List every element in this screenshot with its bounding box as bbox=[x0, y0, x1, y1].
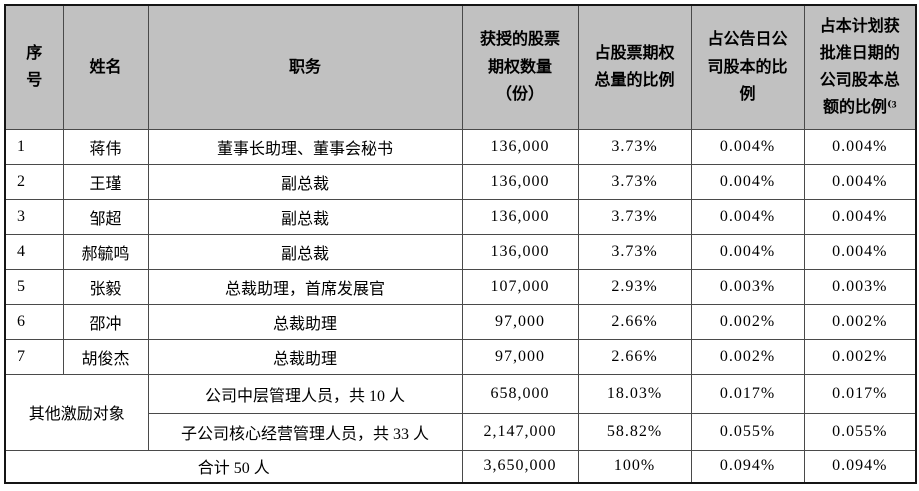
cell-options-granted: 136,000 bbox=[461, 233, 579, 270]
cell-pct-of-total: 3.73% bbox=[577, 198, 692, 235]
cell-options-granted: 136,000 bbox=[461, 163, 579, 200]
table-row: 3 邹超 副总裁 136,000 3.73% 0.004% 0.004% bbox=[4, 198, 917, 235]
cell-pct-of-total: 2.66% bbox=[577, 338, 692, 375]
cell-name: 蒋伟 bbox=[62, 128, 149, 165]
table-row: 6 邵冲 总裁助理 97,000 2.66% 0.002% 0.002% bbox=[4, 303, 917, 340]
cell-options-granted: 136,000 bbox=[461, 128, 579, 165]
cell-pct-of-capital: 0.094% bbox=[690, 449, 805, 484]
cell-number: 7 bbox=[4, 338, 64, 375]
cell-pct-of-capital: 0.055% bbox=[690, 412, 805, 451]
cell-options-granted: 107,000 bbox=[461, 268, 579, 305]
cell-pct-of-total: 58.82% bbox=[577, 412, 692, 451]
cell-pct-of-capital: 0.002% bbox=[690, 338, 805, 375]
cell-position: 公司中层管理人员，共 10 人 bbox=[147, 373, 463, 414]
cell-pct-of-capital-at-approval: 0.004% bbox=[803, 163, 917, 200]
table-row-other-incentives-2: 子公司核心经营管理人员，共 33 人 2,147,000 58.82% 0.05… bbox=[5, 412, 917, 451]
cell-pct-of-capital-at-approval: 0.002% bbox=[803, 303, 917, 340]
cell-pct-of-capital-at-approval: 0.004% bbox=[803, 198, 917, 235]
cell-name: 郝毓鸣 bbox=[62, 233, 149, 270]
cell-pct-of-total: 2.93% bbox=[577, 268, 692, 305]
cell-pct-of-capital: 0.004% bbox=[690, 233, 805, 270]
cell-position: 总裁助理，首席发展官 bbox=[147, 268, 463, 305]
cell-options-granted: 2,147,000 bbox=[461, 412, 579, 451]
table-row: 7 胡俊杰 总裁助理 97,000 2.66% 0.002% 0.002% bbox=[4, 338, 917, 375]
cell-number: 4 bbox=[4, 233, 64, 270]
cell-name: 张毅 bbox=[62, 268, 149, 305]
cell-pct-of-total: 3.73% bbox=[577, 233, 692, 270]
header-cell-position: 职务 bbox=[147, 4, 463, 130]
table-row-other-incentives-1: 其他激励对象 公司中层管理人员，共 10 人 658,000 18.03% 0.… bbox=[4, 373, 917, 451]
cell-pct-of-capital: 0.003% bbox=[690, 268, 805, 305]
cell-position: 总裁助理 bbox=[147, 338, 463, 375]
cell-pct-of-total: 18.03% bbox=[577, 373, 692, 414]
cell-total-label: 合计 50 人 bbox=[4, 449, 463, 484]
cell-name: 王瑾 bbox=[62, 163, 149, 200]
cell-number: 5 bbox=[4, 268, 64, 305]
cell-name: 邹超 bbox=[62, 198, 149, 235]
table-row: 5 张毅 总裁助理，首席发展官 107,000 2.93% 0.003% 0.0… bbox=[4, 268, 917, 305]
stock-option-grant-table: 序 号 姓名 职务 获授的股票 期权数量 （份） 占股票期权 总量的比例 占公告… bbox=[4, 4, 917, 484]
cell-pct-of-capital: 0.017% bbox=[690, 373, 805, 414]
cell-pct-of-total: 2.66% bbox=[577, 303, 692, 340]
header-cell-options-granted: 获授的股票 期权数量 （份） bbox=[461, 4, 579, 130]
cell-pct-of-capital-at-approval: 0.004% bbox=[803, 128, 917, 165]
cell-pct-of-capital: 0.004% bbox=[690, 163, 805, 200]
cell-pct-of-total: 100% bbox=[577, 449, 692, 484]
cell-name: 邵冲 bbox=[62, 303, 149, 340]
header-cell-pct-of-total-options: 占股票期权 总量的比例 bbox=[577, 4, 692, 130]
header-row: 序 号 姓名 职务 获授的股票 期权数量 （份） 占股票期权 总量的比例 占公告… bbox=[4, 4, 917, 130]
header-cell-pct-of-capital-at-approval: 占本计划获 批准日期的 公司股本总 额的比例⁽³ bbox=[803, 4, 917, 130]
table-row: 2 王瑾 副总裁 136,000 3.73% 0.004% 0.004% bbox=[4, 163, 917, 200]
table-row: 4 郝毓鸣 副总裁 136,000 3.73% 0.004% 0.004% bbox=[4, 233, 917, 270]
cell-options-granted: 658,000 bbox=[461, 373, 579, 414]
cell-pct-of-capital: 0.004% bbox=[690, 128, 805, 165]
cell-options-granted: 3,650,000 bbox=[461, 449, 579, 484]
table-row-total: 合计 50 人 3,650,000 100% 0.094% 0.094% bbox=[4, 449, 917, 484]
table-row: 1 蒋伟 董事长助理、董事会秘书 136,000 3.73% 0.004% 0.… bbox=[4, 128, 917, 165]
cell-position: 副总裁 bbox=[147, 163, 463, 200]
header-cell-number: 序 号 bbox=[4, 4, 64, 130]
cell-pct-of-total: 3.73% bbox=[577, 128, 692, 165]
cell-number: 2 bbox=[4, 163, 64, 200]
header-cell-name: 姓名 bbox=[62, 4, 149, 130]
cell-pct-of-capital: 0.002% bbox=[690, 303, 805, 340]
cell-options-granted: 97,000 bbox=[461, 303, 579, 340]
cell-pct-of-capital-at-approval: 0.003% bbox=[803, 268, 917, 305]
cell-number: 3 bbox=[4, 198, 64, 235]
cell-pct-of-capital-at-approval: 0.094% bbox=[803, 449, 917, 484]
cell-other-group-label: 其他激励对象 bbox=[4, 373, 149, 451]
cell-pct-of-total: 3.73% bbox=[577, 163, 692, 200]
cell-position: 副总裁 bbox=[147, 198, 463, 235]
cell-number: 6 bbox=[4, 303, 64, 340]
cell-position: 总裁助理 bbox=[147, 303, 463, 340]
cell-pct-of-capital-at-approval: 0.055% bbox=[803, 412, 917, 451]
cell-pct-of-capital-at-approval: 0.017% bbox=[803, 373, 917, 414]
cell-pct-of-capital: 0.004% bbox=[690, 198, 805, 235]
cell-options-granted: 97,000 bbox=[461, 338, 579, 375]
cell-pct-of-capital-at-approval: 0.004% bbox=[803, 233, 917, 270]
cell-options-granted: 136,000 bbox=[461, 198, 579, 235]
cell-number: 1 bbox=[4, 128, 64, 165]
cell-position: 董事长助理、董事会秘书 bbox=[147, 128, 463, 165]
cell-pct-of-capital-at-approval: 0.002% bbox=[803, 338, 917, 375]
cell-name: 胡俊杰 bbox=[62, 338, 149, 375]
cell-position: 副总裁 bbox=[147, 233, 463, 270]
cell-position: 子公司核心经营管理人员，共 33 人 bbox=[147, 412, 463, 451]
header-cell-pct-of-capital: 占公告日公 司股本的比 例 bbox=[690, 4, 805, 130]
